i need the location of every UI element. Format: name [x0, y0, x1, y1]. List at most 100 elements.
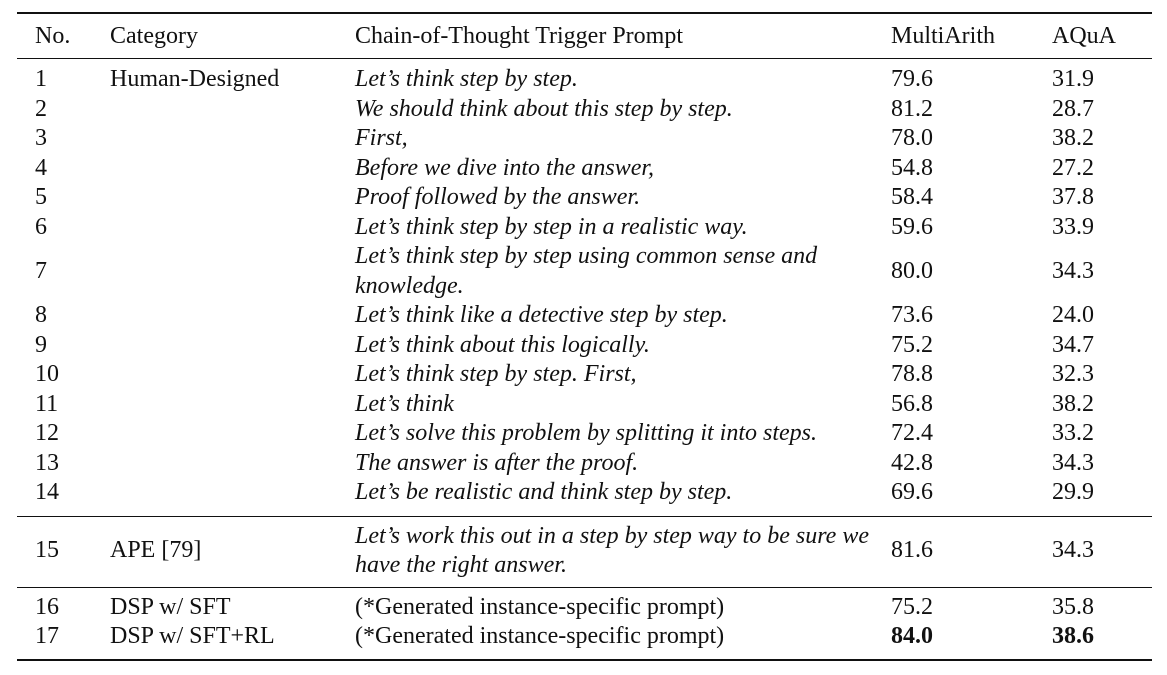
row-multiarith: 42.8 — [891, 449, 933, 476]
row-aqua-best: 38.6 — [1052, 623, 1094, 649]
row-multiarith: 78.0 — [891, 125, 933, 151]
row-no: 12 — [35, 420, 59, 446]
row-no: 7 — [35, 257, 47, 284]
ape-group: 15 APE [79] Let’s work this out in a ste… — [17, 516, 1152, 587]
row-aqua: 34.3 — [1052, 449, 1094, 476]
row-category — [110, 183, 355, 213]
row-aqua: 37.8 — [1052, 184, 1094, 210]
row-no: 2 — [35, 95, 47, 122]
row-no: 10 — [35, 361, 59, 387]
row-prompt: Let’s think step by step. First, — [355, 361, 637, 387]
row-prompt: Let’s think step by step using common se… — [355, 243, 818, 299]
row-prompt: Let’s work this out in a step by step wa… — [355, 522, 869, 579]
header-row: No. Category Chain-of-Thought Trigger Pr… — [17, 13, 1152, 59]
row-no: 13 — [35, 449, 59, 476]
row-prompt: Proof followed by the answer. — [355, 184, 641, 210]
row-no: 1 — [35, 66, 47, 92]
row-category — [110, 301, 355, 331]
row-aqua: 38.2 — [1052, 390, 1094, 417]
table-row: 11 Let’s think 56.8 38.2 — [17, 390, 1152, 420]
row-category — [110, 478, 355, 516]
results-table-container: No. Category Chain-of-Thought Trigger Pr… — [17, 12, 1152, 661]
row-prompt: Let’s be realistic and think step by ste… — [355, 479, 733, 505]
row-multiarith: 72.4 — [891, 420, 933, 446]
table-row: 16 DSP w/ SFT (*Generated instance-speci… — [17, 587, 1152, 622]
row-category — [110, 449, 355, 479]
row-multiarith: 54.8 — [891, 154, 933, 181]
row-no: 6 — [35, 213, 47, 240]
row-aqua: 33.9 — [1052, 213, 1094, 240]
header-category: Category — [110, 23, 198, 49]
row-multiarith-best: 84.0 — [891, 623, 933, 649]
table-row: 15 APE [79] Let’s work this out in a ste… — [17, 516, 1152, 587]
row-prompt: Let’s think like a detective step by ste… — [355, 302, 728, 328]
row-prompt: Let’s think step by step in a realistic … — [355, 213, 748, 240]
row-aqua: 34.3 — [1052, 537, 1094, 564]
row-prompt: Let’s solve this problem by splitting it… — [355, 420, 817, 446]
row-multiarith: 69.6 — [891, 479, 933, 505]
row-category: DSP w/ SFT — [110, 593, 231, 620]
row-no: 5 — [35, 184, 47, 210]
cot-trigger-prompt-table: No. Category Chain-of-Thought Trigger Pr… — [17, 12, 1152, 661]
row-category — [110, 360, 355, 390]
row-multiarith: 79.6 — [891, 66, 933, 92]
row-category — [110, 154, 355, 184]
row-category: DSP w/ SFT+RL — [110, 623, 275, 649]
header-no: No. — [35, 23, 71, 49]
row-no: 8 — [35, 302, 47, 328]
table-row: 7 Let’s think step by step using common … — [17, 242, 1152, 301]
row-multiarith: 75.2 — [891, 331, 933, 358]
table-row: 10 Let’s think step by step. First, 78.8… — [17, 360, 1152, 390]
table-row: 8 Let’s think like a detective step by s… — [17, 301, 1152, 331]
row-no: 4 — [35, 154, 47, 181]
row-aqua: 24.0 — [1052, 302, 1094, 328]
table-row: 13 The answer is after the proof. 42.8 3… — [17, 449, 1152, 479]
table-row: 6 Let’s think step by step in a realisti… — [17, 213, 1152, 243]
row-category — [110, 213, 355, 243]
human-designed-group: 1 Human-Designed Let’s think step by ste… — [17, 59, 1152, 517]
row-prompt: Let’s think step by step. — [355, 66, 578, 92]
row-multiarith: 56.8 — [891, 390, 933, 417]
row-multiarith: 75.2 — [891, 593, 933, 620]
row-multiarith: 78.8 — [891, 361, 933, 387]
table-row: 14 Let’s be realistic and think step by … — [17, 478, 1152, 516]
row-aqua: 33.2 — [1052, 420, 1094, 446]
row-aqua: 34.7 — [1052, 331, 1094, 358]
row-category — [110, 242, 355, 301]
row-prompt: We should think about this step by step. — [355, 95, 733, 122]
row-aqua: 27.2 — [1052, 154, 1094, 181]
row-aqua: 32.3 — [1052, 361, 1094, 387]
dsp-group: 16 DSP w/ SFT (*Generated instance-speci… — [17, 587, 1152, 660]
row-prompt: Before we dive into the answer, — [355, 154, 655, 181]
row-multiarith: 58.4 — [891, 184, 933, 210]
row-multiarith: 73.6 — [891, 302, 933, 328]
row-no: 15 — [35, 537, 59, 564]
row-no: 3 — [35, 125, 47, 151]
row-category: Human-Designed — [110, 66, 280, 92]
table-row: 1 Human-Designed Let’s think step by ste… — [17, 59, 1152, 95]
row-category — [110, 95, 355, 125]
row-prompt: Let’s think about this logically. — [355, 331, 650, 358]
row-prompt: (*Generated instance-specific prompt) — [355, 623, 725, 649]
row-no: 9 — [35, 331, 47, 358]
row-category — [110, 331, 355, 361]
header-multiarith: MultiArith — [891, 23, 996, 49]
row-category: APE [79] — [110, 537, 202, 564]
row-category — [110, 390, 355, 420]
row-no: 14 — [35, 479, 59, 505]
table-row: 5 Proof followed by the answer. 58.4 37.… — [17, 183, 1152, 213]
header-prompt: Chain-of-Thought Trigger Prompt — [355, 23, 683, 49]
table-row: 12 Let’s solve this problem by splitting… — [17, 419, 1152, 449]
row-no: 16 — [35, 593, 59, 620]
row-aqua: 38.2 — [1052, 125, 1094, 151]
row-prompt: (*Generated instance-specific prompt) — [355, 593, 725, 620]
row-multiarith: 81.6 — [891, 537, 933, 564]
row-multiarith: 80.0 — [891, 257, 933, 284]
row-aqua: 28.7 — [1052, 95, 1094, 122]
row-aqua: 31.9 — [1052, 66, 1094, 92]
row-prompt: Let’s think — [355, 390, 454, 417]
row-no: 17 — [35, 623, 59, 649]
row-prompt: The answer is after the proof. — [355, 449, 639, 476]
row-category — [110, 124, 355, 154]
row-aqua: 29.9 — [1052, 479, 1094, 505]
